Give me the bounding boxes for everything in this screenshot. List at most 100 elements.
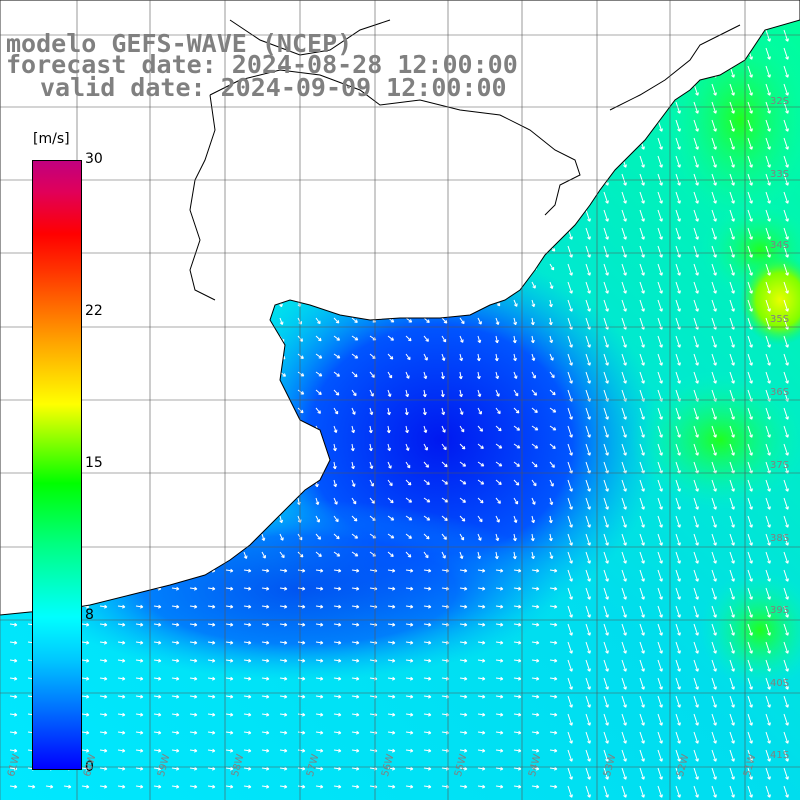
wind-arrow xyxy=(333,317,340,324)
wind-arrow xyxy=(603,587,609,600)
wind-arrow xyxy=(423,586,432,591)
wind-arrow xyxy=(729,119,735,132)
wind-arrow xyxy=(315,748,324,753)
wind-arrow xyxy=(387,712,396,717)
wind-arrow xyxy=(675,101,681,114)
wind-arrow xyxy=(657,155,663,168)
wind-arrow xyxy=(207,694,216,699)
wind-arrow xyxy=(675,713,681,726)
wind-arrow xyxy=(495,317,500,325)
wind-arrow xyxy=(459,515,466,522)
wind-arrow xyxy=(747,641,753,654)
wind-arrow xyxy=(297,389,305,395)
wind-arrow xyxy=(405,712,414,717)
wind-arrow xyxy=(765,731,771,744)
wind-arrow xyxy=(603,227,609,240)
wind-arrow xyxy=(711,83,717,96)
wind-arrow xyxy=(585,335,591,348)
wind-arrow xyxy=(333,622,342,627)
wind-arrow xyxy=(765,767,771,780)
wind-arrow xyxy=(315,622,324,627)
wind-arrow xyxy=(693,587,699,600)
wind-arrow xyxy=(387,568,396,573)
wind-arrow xyxy=(567,569,573,582)
wind-arrow xyxy=(405,676,414,681)
wind-arrow xyxy=(603,443,609,456)
wind-arrow xyxy=(765,641,771,654)
wind-arrow xyxy=(693,371,699,384)
wind-arrow xyxy=(747,371,753,384)
wind-arrow xyxy=(711,695,717,708)
wind-arrow xyxy=(621,335,627,348)
wind-arrow xyxy=(333,586,342,591)
wind-arrow xyxy=(747,551,753,564)
wind-arrow xyxy=(387,622,396,627)
wind-arrow xyxy=(765,623,771,636)
wind-arrow xyxy=(351,586,360,591)
wind-arrow xyxy=(207,640,216,645)
wind-arrow xyxy=(549,676,558,681)
wind-arrow xyxy=(729,479,735,492)
wind-arrow xyxy=(783,533,789,546)
wind-arrow xyxy=(711,641,717,654)
wind-arrow xyxy=(153,730,162,735)
wind-arrow xyxy=(423,515,431,521)
wind-arrow xyxy=(765,425,771,438)
wind-arrow xyxy=(603,551,609,564)
wind-arrow xyxy=(513,533,517,542)
wind-arrow xyxy=(333,712,342,717)
wind-arrow xyxy=(693,281,699,294)
wind-arrow xyxy=(603,713,609,726)
wind-arrow xyxy=(639,767,645,780)
wind-arrow xyxy=(585,371,591,384)
wind-arrow xyxy=(639,713,645,726)
wind-arrow xyxy=(729,425,735,438)
wind-arrow xyxy=(513,766,522,771)
wind-arrow xyxy=(729,335,735,348)
wind-arrow xyxy=(711,569,717,582)
wind-arrow xyxy=(531,766,540,771)
wind-arrow xyxy=(675,587,681,600)
wind-arrow xyxy=(693,299,699,312)
wind-arrow xyxy=(711,713,717,726)
wind-arrow xyxy=(495,784,504,789)
wind-arrow xyxy=(531,676,540,681)
wind-arrow xyxy=(261,748,270,753)
wind-arrow xyxy=(423,604,432,609)
wind-arrow xyxy=(351,533,359,539)
wind-arrow xyxy=(657,623,663,636)
wind-arrow xyxy=(657,227,663,240)
wind-arrow xyxy=(387,533,395,539)
wind-arrow xyxy=(99,676,108,681)
wind-arrow xyxy=(675,551,681,564)
wind-arrow xyxy=(693,137,699,150)
wind-arrow xyxy=(639,479,645,492)
wind-arrow xyxy=(603,749,609,762)
wind-arrow xyxy=(279,766,288,771)
wind-arrow xyxy=(477,479,485,485)
wind-arrow xyxy=(171,730,180,735)
wind-arrow xyxy=(639,281,645,294)
wind-arrow xyxy=(657,479,663,492)
wind-arrow xyxy=(621,767,627,780)
wind-arrow xyxy=(207,586,216,591)
wind-arrow xyxy=(765,443,771,456)
wind-arrow xyxy=(711,353,717,366)
wind-arrow xyxy=(423,317,430,324)
wind-arrow xyxy=(477,407,482,415)
wind-arrow xyxy=(711,623,717,636)
wind-arrow xyxy=(333,515,339,523)
wind-arrow xyxy=(729,443,735,456)
wind-arrow xyxy=(531,461,538,468)
wind-arrow xyxy=(315,676,324,681)
wind-arrow xyxy=(531,586,540,591)
wind-arrow xyxy=(765,407,771,420)
wind-arrow xyxy=(513,479,520,486)
wind-arrow xyxy=(711,191,717,204)
wind-arrow xyxy=(315,694,324,699)
wind-arrow xyxy=(243,712,252,717)
wind-arrow xyxy=(765,659,771,672)
wind-arrow xyxy=(117,766,126,771)
wind-arrow xyxy=(513,353,517,362)
wind-arrow xyxy=(333,425,338,433)
